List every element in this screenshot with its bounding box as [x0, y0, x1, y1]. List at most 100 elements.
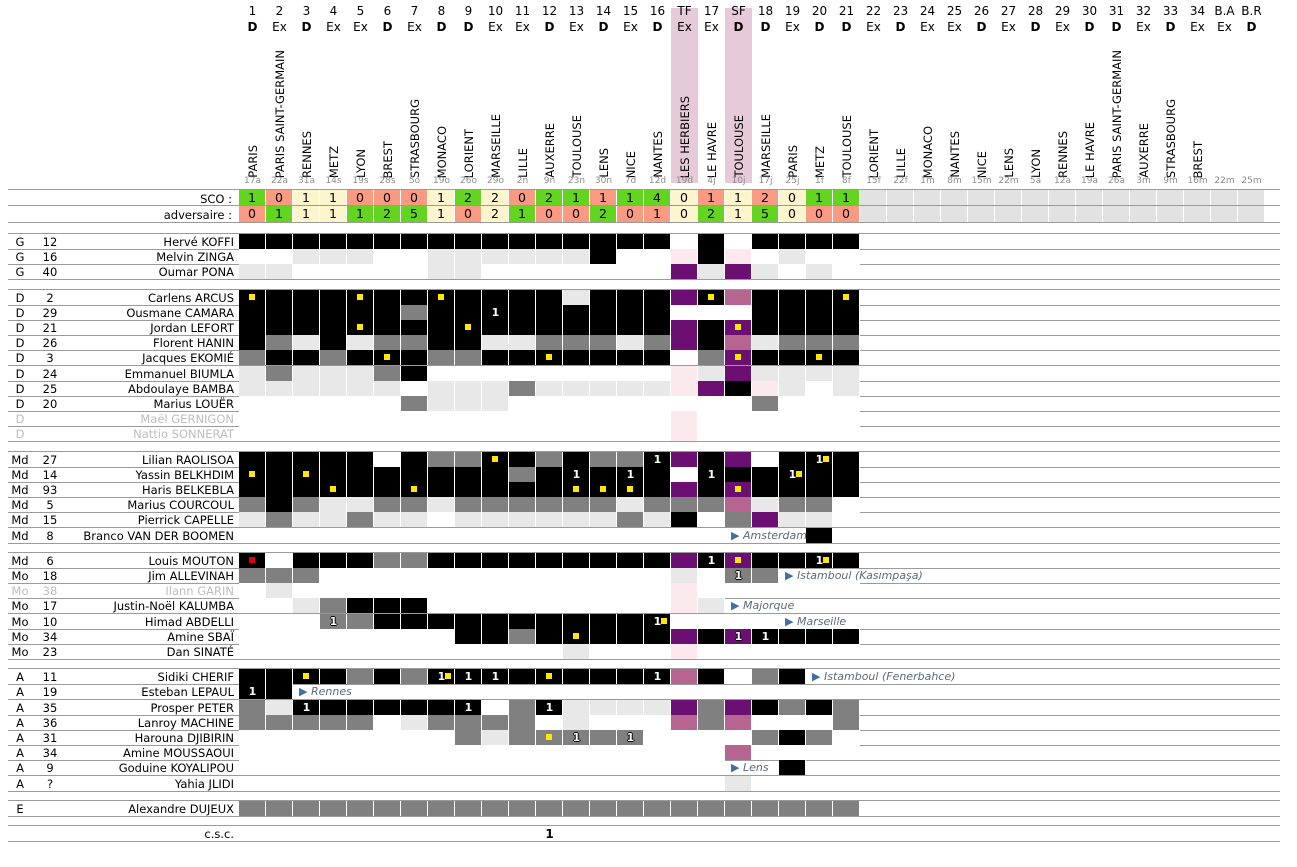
- goals-count: 1: [734, 630, 743, 643]
- appearance-cell: [563, 583, 590, 598]
- appearance-cell: [266, 320, 293, 335]
- appearance-cell: [698, 426, 725, 441]
- appearance-cell: [266, 598, 293, 613]
- appearance-cell: [320, 801, 347, 816]
- appearance-cell: [698, 320, 725, 335]
- player-name: Lilian RAOLISOA: [141, 453, 234, 467]
- appearance-cell: [725, 553, 752, 568]
- appearance-cell: [644, 700, 671, 715]
- goal-marker: [465, 324, 471, 330]
- score-cell-opponent: 0: [617, 206, 644, 222]
- appearance-cell: [590, 669, 617, 684]
- appearance-cell: [320, 381, 347, 396]
- column-match-date: 17a: [244, 176, 261, 186]
- appearance-cell: 1: [482, 305, 509, 320]
- appearance-cell: [563, 760, 590, 775]
- player-position: A: [16, 746, 24, 760]
- appearance-cell: 1: [698, 467, 725, 482]
- appearance-cell: [428, 629, 455, 644]
- goal-marker: [843, 294, 849, 300]
- row-divider: [8, 441, 1280, 442]
- appearance-cell: [374, 381, 401, 396]
- appearance-cell: [698, 335, 725, 350]
- row-divider: [8, 699, 1280, 700]
- appearance-cell: [320, 730, 347, 745]
- appearance-cell: [374, 528, 401, 543]
- appearance-cell: [374, 730, 401, 745]
- appearance-cell: [590, 715, 617, 730]
- appearance-cell: [617, 350, 644, 365]
- score-cell-opponent: [1157, 206, 1184, 222]
- appearance-cell: [455, 234, 482, 249]
- appearance-cell: [671, 528, 698, 543]
- appearance-cell: [536, 598, 563, 613]
- appearance-cell: [833, 730, 860, 745]
- appearance-cell: [293, 568, 320, 583]
- appearance-cell: [671, 467, 698, 482]
- appearance-cell: [374, 512, 401, 527]
- score-cell-team: 1: [293, 190, 320, 206]
- appearance-cell: [671, 730, 698, 745]
- appearance-cell: [482, 320, 509, 335]
- goals-count: 1: [626, 468, 635, 481]
- column-matchday-number: B.A: [1214, 4, 1235, 18]
- appearance-cell: [698, 629, 725, 644]
- player-name: Sidiki CHERIF: [157, 670, 234, 684]
- appearance-cell: [644, 396, 671, 411]
- appearance-cell: [644, 482, 671, 497]
- row-divider: [8, 613, 1280, 614]
- appearance-cell: [374, 411, 401, 426]
- score-cell-opponent: [995, 206, 1022, 222]
- transfer-arrow-icon: ▶: [785, 569, 797, 582]
- column-match-date: 12a: [1054, 176, 1071, 186]
- column-venue-type: Ex: [785, 20, 800, 34]
- score-cell-team: [1076, 190, 1103, 206]
- appearance-cell: [590, 568, 617, 583]
- score-cell-team: [860, 190, 887, 206]
- appearance-cell: [752, 745, 779, 760]
- column-venue-type: Ex: [920, 20, 935, 34]
- column-match-date: 12d: [648, 176, 667, 186]
- goal-marker: [357, 294, 363, 300]
- appearance-cell: [266, 528, 293, 543]
- appearance-cell: [266, 760, 293, 775]
- column-match-date: 30n: [594, 176, 613, 186]
- appearance-cell: [293, 629, 320, 644]
- appearance-cell: [806, 497, 833, 512]
- player-position: Md: [11, 498, 29, 512]
- appearance-cell: [347, 320, 374, 335]
- appearance-cell: [428, 512, 455, 527]
- goal-marker: [735, 486, 741, 492]
- appearance-cell: [266, 366, 293, 381]
- appearance-cell: [347, 264, 374, 279]
- score-cell-team: 1: [806, 190, 833, 206]
- appearance-cell: [536, 497, 563, 512]
- appearance-cell: [536, 249, 563, 264]
- column-venue-type: D: [733, 20, 744, 34]
- transfer-note: ▶ Amsterdam: [731, 529, 807, 542]
- row-divider: [8, 527, 1280, 528]
- appearance-cell: [563, 411, 590, 426]
- appearance-cell: [725, 512, 752, 527]
- appearance-cell: [563, 335, 590, 350]
- player-name: Nattio SONNERAT: [133, 427, 234, 441]
- appearance-cell: [536, 629, 563, 644]
- appearance-cell: [779, 629, 806, 644]
- score-cell-opponent: 2: [698, 206, 725, 222]
- appearance-cell: [455, 553, 482, 568]
- appearance-cell: [428, 700, 455, 715]
- appearance-cell: [320, 644, 347, 659]
- goal-marker: [735, 324, 741, 330]
- appearance-cell: [293, 290, 320, 305]
- score-cell-team: 0: [509, 190, 536, 206]
- score-cell-team: 1: [617, 190, 644, 206]
- appearance-cell: [752, 512, 779, 527]
- appearance-cell: [779, 512, 806, 527]
- appearance-cell: [266, 335, 293, 350]
- column-match-date: 22a: [271, 176, 288, 186]
- appearance-cell: 1: [725, 629, 752, 644]
- appearance-cell: [266, 745, 293, 760]
- score-cell-team: [1211, 190, 1238, 206]
- appearance-cell: [239, 614, 266, 629]
- player-position: A: [16, 761, 24, 775]
